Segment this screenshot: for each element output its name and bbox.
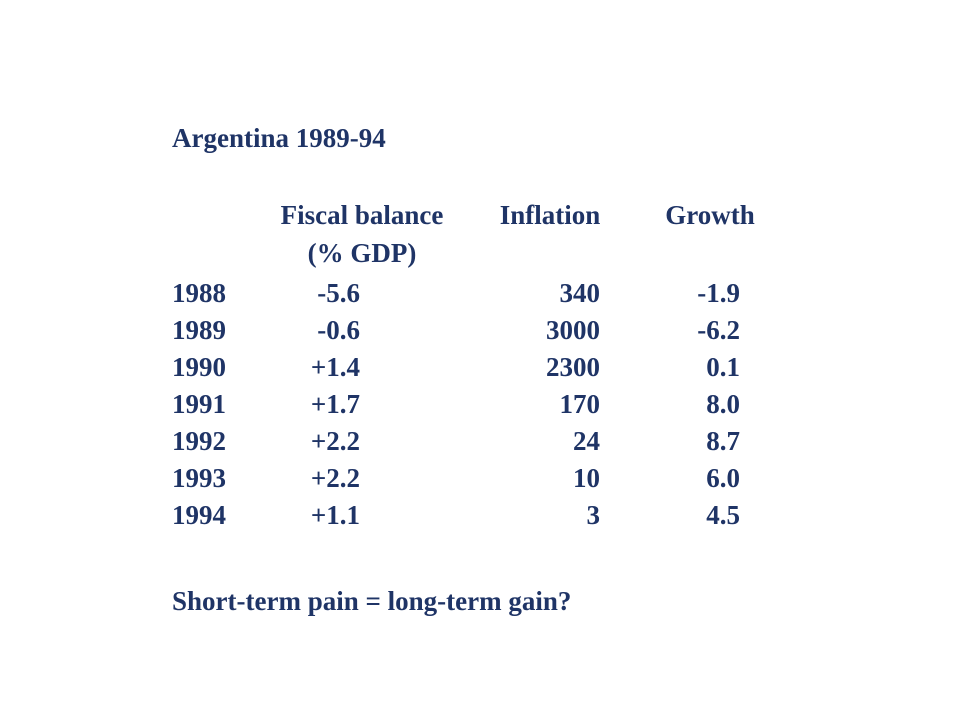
footer-question: Short-term pain = long-term gain? xyxy=(172,586,572,616)
cell-year: 1991 xyxy=(172,389,226,419)
cell-year: 1994 xyxy=(172,500,226,530)
table-row: 1993 +2.2 10 6.0 xyxy=(0,460,960,496)
cell-fiscal: +1.7 xyxy=(310,389,360,419)
header-fiscal-balance: Fiscal balance xyxy=(280,200,444,230)
table-row: 1990 +1.4 2300 0.1 xyxy=(0,349,960,385)
cell-fiscal: +2.2 xyxy=(310,426,360,456)
slide-title: Argentina 1989-94 xyxy=(172,123,386,153)
cell-inflation: 10 xyxy=(573,463,600,493)
table-row: 1991 +1.7 170 8.0 xyxy=(0,386,960,422)
table-row: 1992 +2.2 24 8.7 xyxy=(0,423,960,459)
cell-growth: 8.0 xyxy=(706,389,740,419)
header-growth: Growth xyxy=(665,200,755,230)
cell-growth: 0.1 xyxy=(706,352,740,382)
cell-fiscal: +1.4 xyxy=(310,352,360,382)
cell-year: 1988 xyxy=(172,278,226,308)
cell-inflation: 3 xyxy=(586,500,601,530)
header-fiscal-subtitle: (% GDP) xyxy=(307,238,417,268)
cell-growth: -1.9 xyxy=(697,278,740,308)
cell-fiscal: -5.6 xyxy=(317,278,360,308)
cell-inflation: 170 xyxy=(559,389,601,419)
table-row: 1988 -5.6 340 -1.9 xyxy=(0,275,960,311)
cell-year: 1992 xyxy=(172,426,226,456)
cell-inflation: 24 xyxy=(573,426,600,456)
cell-growth: 8.7 xyxy=(706,426,740,456)
cell-inflation: 340 xyxy=(559,278,601,308)
cell-fiscal: -0.6 xyxy=(317,315,360,345)
cell-growth: 6.0 xyxy=(706,463,740,493)
cell-year: 1989 xyxy=(172,315,226,345)
cell-inflation: 2300 xyxy=(546,352,600,382)
cell-fiscal: +2.2 xyxy=(310,463,360,493)
table-row: 1989 -0.6 3000 -6.2 xyxy=(0,312,960,348)
cell-year: 1993 xyxy=(172,463,226,493)
cell-growth: 4.5 xyxy=(706,500,740,530)
cell-year: 1990 xyxy=(172,352,226,382)
cell-growth: -6.2 xyxy=(697,315,740,345)
header-inflation: Inflation xyxy=(499,200,601,230)
table-row: 1994 +1.1 3 4.5 xyxy=(0,497,960,533)
cell-fiscal: +1.1 xyxy=(310,500,360,530)
cell-inflation: 3000 xyxy=(546,315,600,345)
